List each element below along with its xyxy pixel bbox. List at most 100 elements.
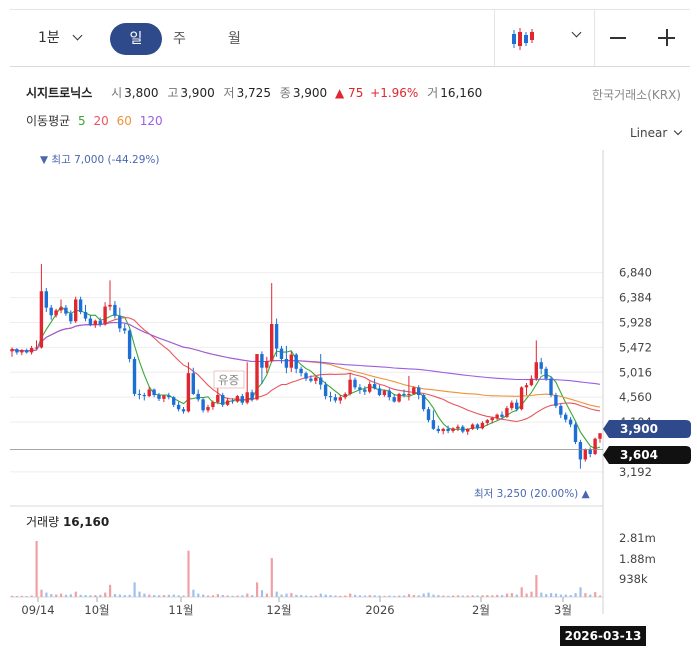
ma-20-label[interactable]: 20 — [93, 114, 109, 128]
volume-bar — [599, 595, 602, 597]
candle-body — [240, 396, 244, 403]
x-tick-label: 2026 — [365, 603, 394, 617]
candle-body — [363, 389, 367, 392]
volume-bar — [442, 595, 445, 597]
volume-bar — [574, 593, 577, 597]
candle-body — [407, 393, 411, 396]
period-day-button[interactable]: 일 — [110, 23, 162, 55]
ma-legend-title: 이동평균 — [26, 114, 71, 128]
candle-body — [392, 397, 396, 402]
volume-bar — [211, 595, 215, 597]
candle-body — [480, 422, 485, 429]
volume-bar — [461, 595, 464, 597]
candle-body — [426, 409, 431, 421]
candle-body — [598, 433, 602, 439]
candle-body — [451, 428, 455, 432]
candle-body — [284, 358, 289, 368]
volume-bar — [15, 596, 19, 597]
interval-dropdown[interactable]: 1분 — [38, 10, 83, 66]
candlesticks — [10, 263, 602, 469]
candle-body — [245, 392, 249, 403]
candle-body — [338, 397, 342, 401]
volume-bar — [241, 595, 244, 597]
period-week-button[interactable]: 주 — [173, 31, 186, 47]
volume-bar — [64, 594, 68, 597]
open-value: 3,800 — [124, 86, 159, 100]
candle-body — [162, 395, 166, 399]
volume-bar — [260, 590, 264, 597]
scale-dropdown[interactable]: Linear — [630, 126, 683, 140]
volume-bar — [202, 594, 205, 597]
volume-bar — [354, 594, 357, 597]
candle-body — [88, 318, 93, 326]
volume-bar — [501, 595, 504, 597]
period-month-button[interactable]: 월 — [228, 31, 241, 47]
crosshair-date-label: 2026-03-13 — [560, 626, 646, 646]
volume-bar — [427, 592, 430, 597]
candle-body — [294, 354, 298, 369]
zoom-out-icon[interactable] — [610, 37, 626, 39]
volume-bar — [589, 594, 592, 597]
volume-bar — [89, 595, 92, 597]
volume-bars — [11, 541, 602, 597]
volume-bar — [314, 595, 317, 597]
ma-120-label[interactable]: 120 — [139, 114, 163, 128]
candle-body — [289, 354, 293, 368]
volume-bar — [388, 595, 391, 597]
candle-body — [323, 384, 328, 397]
candle-body — [83, 312, 88, 319]
candle-body — [250, 392, 254, 400]
volume-bar — [398, 595, 401, 597]
candle-body — [29, 348, 34, 353]
volume-bar — [35, 541, 38, 597]
volume-bar — [510, 593, 513, 597]
volume-bar — [11, 595, 14, 597]
volume-tick: 1.88m — [619, 552, 656, 566]
volume-bar — [207, 595, 210, 597]
volume-bar — [403, 595, 406, 597]
change-value: ▲ 75 — [335, 86, 364, 100]
volume-bar — [324, 594, 327, 597]
volume-bar — [466, 595, 469, 597]
volume-bar — [94, 595, 97, 597]
x-tick-label: 3월 — [554, 603, 572, 617]
candle-body — [456, 426, 460, 429]
candle-body — [10, 349, 14, 352]
candlestick-type-icon[interactable] — [510, 26, 536, 52]
candle-body — [495, 414, 499, 418]
candle-body — [108, 304, 112, 307]
candle-body — [343, 393, 347, 398]
volume-bar — [45, 592, 48, 597]
volume-bar — [275, 591, 278, 597]
ma-60-line — [11, 321, 601, 408]
candle-body — [25, 350, 29, 353]
volume-bar — [432, 594, 435, 597]
volume-bar — [104, 592, 107, 597]
volume-bar — [545, 594, 548, 597]
halt-label-box — [213, 370, 245, 389]
candle-body — [230, 400, 235, 402]
candle-body — [397, 393, 401, 402]
volume-bar — [476, 595, 479, 597]
volume-bar — [383, 595, 386, 597]
low-annotation: 최저 3,250 (20.00%) ▲ — [474, 488, 591, 500]
ma-5-label[interactable]: 5 — [78, 114, 86, 128]
candle-body — [470, 424, 475, 429]
y-tick-label: 5,928 — [619, 315, 652, 329]
volume-bar — [153, 595, 156, 597]
ma-120-line — [11, 321, 601, 385]
scale-label: Linear — [630, 126, 668, 140]
volume-bar — [118, 594, 121, 597]
candle-body — [142, 395, 146, 397]
candle-body — [59, 307, 63, 311]
high-annotation: ▼ 최고 7,000 (-44.29%) — [40, 154, 160, 166]
volume-bar — [496, 594, 499, 597]
candle-body — [402, 393, 406, 396]
candle-body — [519, 387, 524, 410]
zoom-in-icon[interactable] — [666, 29, 668, 46]
volume-bar — [363, 595, 366, 597]
ma-60-label[interactable]: 60 — [116, 114, 132, 128]
candle-body — [147, 389, 151, 397]
volume-bar — [30, 595, 33, 597]
